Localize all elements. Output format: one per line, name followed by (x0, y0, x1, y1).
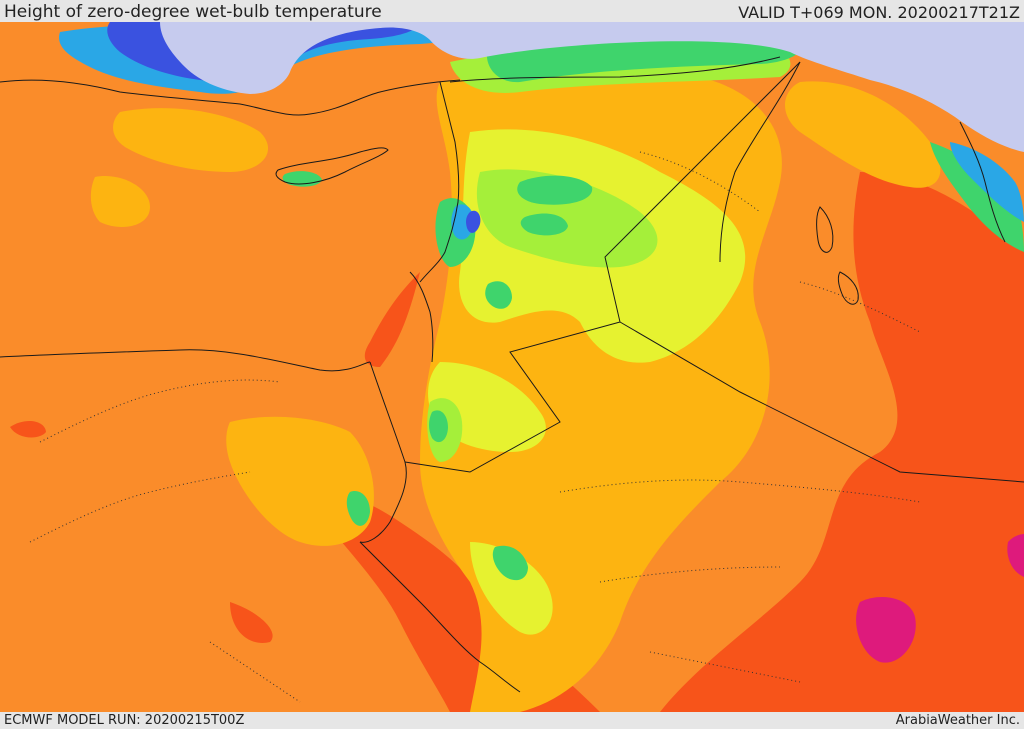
valid-time: VALID T+069 MON. 20200217T21Z (738, 3, 1020, 22)
map-area[interactable] (0, 22, 1024, 712)
cool-zone-iran-coast (930, 142, 1024, 252)
weather-map (0, 22, 1024, 712)
very-hot-spot-edge (1007, 534, 1024, 577)
cool-zone-syria-inner (517, 175, 593, 205)
warm-zone-sinai (226, 416, 374, 546)
hot-spot-egypt (10, 420, 46, 438)
low-zone-lebanon (451, 204, 474, 240)
very-hot-spot (856, 597, 916, 663)
low-zone-iran (950, 142, 1024, 222)
footer-bar: ECMWF MODEL RUN: 20200215T00Z ArabiaWeat… (0, 712, 1024, 729)
moderate-zone-hejaz (470, 542, 553, 635)
header-bar: Height of zero-degree wet-bulb temperatu… (0, 0, 1024, 22)
map-title: Height of zero-degree wet-bulb temperatu… (4, 2, 382, 22)
hot-zone-coast (364, 272, 420, 367)
cool-zone-jordan-valley (429, 410, 448, 443)
warm-zone-cyprus-sea (113, 108, 269, 172)
very-low-zone-lebanon (466, 210, 481, 233)
cool-zone-syria-inner-2 (520, 213, 568, 236)
hot-zone-west (230, 602, 273, 643)
warm-zone-egypt (90, 176, 150, 227)
warm-zone-iraq (785, 81, 941, 188)
country-borders (0, 56, 1024, 693)
cold-zone-north (160, 22, 1024, 152)
cool-zone-sinai (346, 491, 370, 526)
cool-zone-hauran (485, 281, 512, 309)
cool-zone-hejaz (492, 545, 528, 581)
hot-zone-east (660, 172, 1024, 712)
credit-label: ArabiaWeather Inc. (895, 713, 1020, 728)
province-borders (29, 151, 921, 703)
model-run-label: ECMWF MODEL RUN: 20200215T00Z (4, 713, 245, 728)
